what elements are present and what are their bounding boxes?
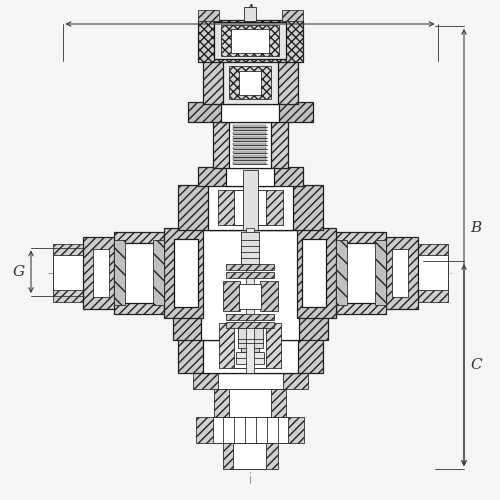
Bar [226,264,274,270]
Bar [222,442,278,469]
Bar [244,7,256,21]
Bar [231,29,269,53]
Bar [52,255,84,290]
Bar [229,66,271,98]
Bar [234,128,266,130]
Text: A: A [244,4,256,18]
Bar [282,10,302,21]
Bar [212,120,288,168]
Bar [242,170,258,230]
Bar [229,389,271,416]
Bar [114,240,125,305]
Bar [222,281,240,311]
Bar [198,20,302,62]
Bar [234,136,266,138]
Bar [178,185,322,230]
Bar [196,416,304,442]
Bar [260,281,278,311]
Bar [241,344,259,352]
Bar [214,389,286,416]
Bar [174,238,198,306]
Bar [219,323,281,368]
Bar [92,248,108,296]
Bar [236,352,264,364]
Bar [416,244,448,302]
Bar [234,147,266,149]
Bar [302,238,326,306]
Bar [239,284,261,308]
Text: G: G [13,265,25,279]
Bar [201,230,299,340]
Bar [234,124,266,126]
Bar [114,232,164,314]
Bar [82,236,115,308]
Bar [385,236,418,308]
Bar [221,102,279,122]
Bar [198,167,302,186]
Bar [178,318,322,373]
Bar [234,323,266,368]
Text: B: B [470,220,482,234]
Bar [234,140,266,141]
Bar [234,442,266,469]
Bar [392,248,407,296]
Bar [375,240,386,305]
Bar [218,373,282,389]
Bar [226,167,274,186]
Bar [198,10,218,21]
Bar [336,240,347,305]
Bar [297,228,336,318]
Bar [234,143,266,145]
Bar [153,240,164,305]
Bar [238,328,262,347]
Bar [202,61,298,104]
Text: C: C [470,358,482,372]
Bar [234,162,266,164]
Bar [202,318,298,373]
Bar [52,244,84,302]
Bar [192,373,308,389]
Bar [212,416,288,442]
Bar [188,102,312,122]
Bar [234,154,266,156]
Bar [241,232,259,264]
Bar [234,132,266,134]
Bar [234,158,266,160]
Bar [226,322,274,328]
Bar [221,25,279,56]
Bar [222,61,278,104]
Bar [218,190,282,225]
Bar [124,242,156,302]
Bar [344,242,376,302]
Bar [226,314,274,320]
Bar [164,228,203,318]
Bar [172,230,328,340]
Bar [226,272,274,278]
Bar [239,71,261,95]
Bar [208,185,292,230]
Bar [234,151,266,153]
Bar [416,255,448,290]
Bar [246,228,254,373]
Bar [234,190,266,225]
Bar [214,22,286,59]
Bar [229,120,271,168]
Bar [336,232,386,314]
